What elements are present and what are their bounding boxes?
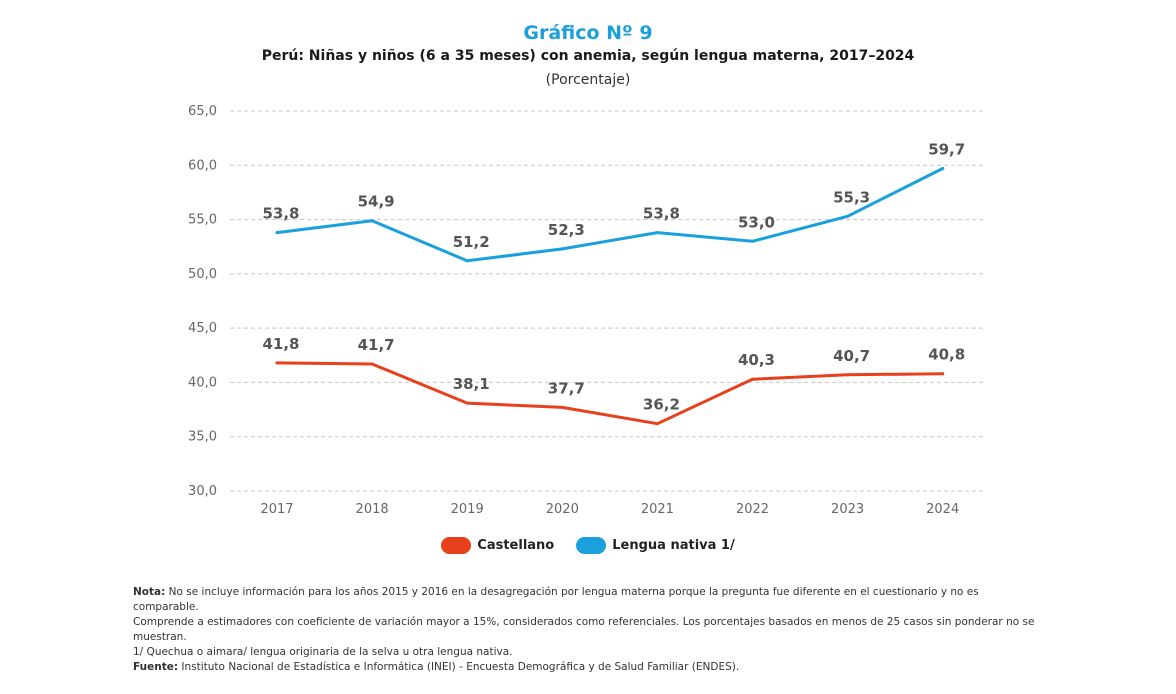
data-label: 40,7 — [833, 347, 870, 365]
series-line-castellano — [275, 361, 945, 426]
footnotes: Nota: No se incluye información para los… — [133, 585, 1043, 675]
source-label: Fuente: — [133, 661, 179, 673]
data-label: 53,0 — [738, 213, 775, 231]
data-point — [370, 219, 374, 223]
y-tick-label: 50,0 — [188, 267, 217, 282]
note-text: No se incluye información para los años … — [133, 586, 979, 613]
y-tick-label: 35,0 — [188, 430, 217, 445]
chart-subtitle: Perú: Niñas y niños (6 a 35 meses) con a… — [261, 48, 915, 64]
legend: Castellano Lengua nativa 1/ — [0, 537, 1176, 554]
data-point — [465, 259, 469, 263]
legend-swatch-lengua-nativa — [576, 537, 607, 554]
data-label: 38,1 — [453, 375, 490, 393]
y-tick-label: 30,0 — [188, 484, 217, 499]
data-label: 54,9 — [358, 193, 395, 211]
data-point — [275, 231, 279, 235]
note-line-3: 1/ Quechua o aimara/ lengua originaria d… — [133, 646, 513, 658]
note-line-2: Comprende a estimadores con coeficiente … — [133, 616, 1035, 643]
legend-label-castellano: Castellano — [477, 538, 555, 553]
series-line-lengua-nativa — [275, 167, 945, 263]
y-tick-label: 40,0 — [188, 375, 217, 390]
data-label: 36,2 — [643, 396, 680, 414]
y-tick-label: 45,0 — [188, 321, 217, 336]
data-point — [941, 167, 945, 171]
data-label: 40,8 — [928, 346, 965, 364]
x-tick-label: 2020 — [546, 502, 579, 517]
data-label: 40,3 — [738, 351, 775, 369]
data-point — [751, 377, 754, 381]
x-tick-label: 2024 — [926, 502, 959, 517]
note-label: Nota: — [133, 586, 166, 598]
source-text: Instituto Nacional de Estadística e Info… — [181, 661, 740, 673]
legend-label-lengua-nativa: Lengua nativa 1/ — [612, 538, 735, 553]
data-point — [846, 214, 850, 218]
y-tick-label: 65,0 — [188, 104, 217, 119]
legend-item-lengua-nativa: Lengua nativa 1/ — [576, 537, 735, 554]
y-tick-label: 60,0 — [188, 158, 217, 173]
y-tick-label: 55,0 — [188, 213, 217, 228]
data-point — [560, 405, 564, 409]
data-label: 41,7 — [358, 336, 395, 354]
data-label: 59,7 — [928, 141, 965, 159]
source-line: Fuente: Instituto Nacional de Estadístic… — [133, 660, 1043, 675]
x-tick-label: 2018 — [356, 502, 389, 517]
data-point — [655, 231, 659, 235]
data-label: 51,2 — [453, 233, 490, 251]
x-tick-label: 2023 — [831, 502, 864, 517]
chart-title: Gráfico Nº 9 — [523, 22, 653, 44]
data-point — [751, 239, 754, 243]
data-label: 53,8 — [643, 205, 680, 223]
data-label: 41,8 — [262, 335, 299, 353]
line-chart: 30,0 35,0 40,0 45,0 50,0 55,0 60,0 65,0 2017 2018… — [188, 104, 985, 517]
x-tick-label: 2021 — [641, 502, 674, 517]
data-label: 52,3 — [548, 221, 585, 239]
x-tick-label: 2017 — [260, 502, 293, 517]
data-point — [465, 401, 469, 405]
legend-swatch-castellano — [441, 537, 472, 554]
data-point — [941, 372, 945, 376]
data-label: 53,8 — [262, 205, 299, 223]
chart-unit: (Porcentaje) — [545, 72, 631, 88]
legend-item-castellano: Castellano — [441, 537, 554, 554]
data-point — [370, 362, 374, 366]
x-tick-label: 2019 — [451, 502, 484, 517]
data-point — [655, 422, 659, 426]
data-label: 55,3 — [833, 188, 870, 206]
x-tick-label: 2022 — [736, 502, 769, 517]
data-point — [846, 373, 850, 377]
data-point — [275, 361, 279, 365]
data-point — [560, 247, 564, 251]
data-label: 37,7 — [548, 379, 585, 397]
note-line-1: Nota: No se incluye información para los… — [133, 585, 1043, 615]
